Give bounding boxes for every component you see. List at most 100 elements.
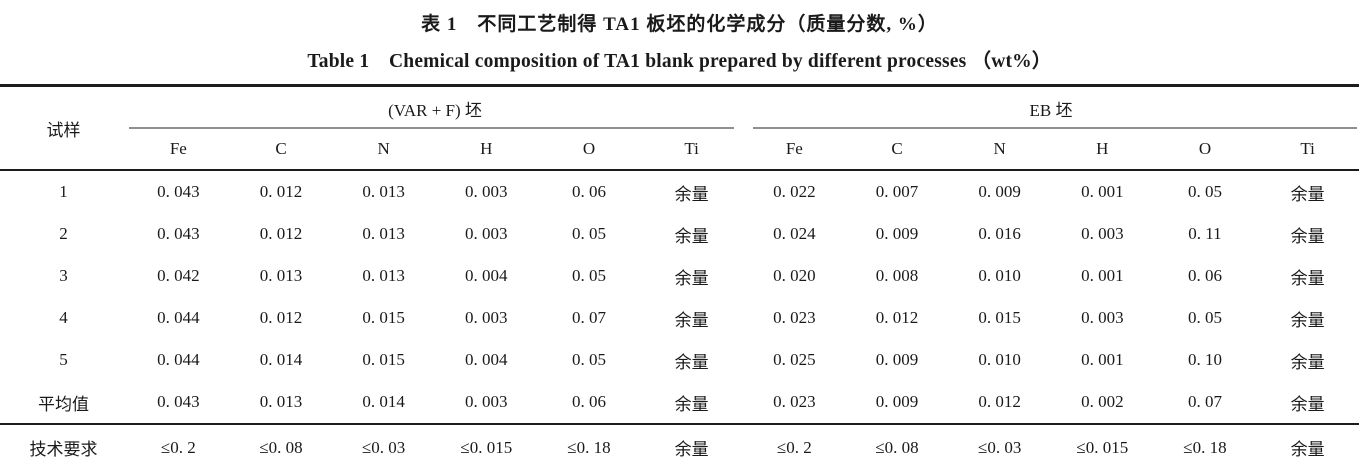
col-header-varf-h: H [434, 129, 538, 171]
col-header-varf-n: N [332, 129, 435, 171]
table-cell: 0. 003 [465, 392, 508, 411]
table-cell: 0. 05 [1187, 308, 1222, 327]
table-cell: ≤0. 03 [948, 423, 1051, 461]
table-cell: 0. 043 [157, 182, 200, 201]
table-cell: 0. 022 [773, 182, 816, 201]
group-header-eb: EB 坯 [743, 86, 1359, 130]
table-row: 1 0. 043 0. 012 0. 013 0. 003 0. 06 余量 0… [0, 170, 1359, 213]
col-header-varf-fe: Fe [127, 129, 230, 171]
table-cell: 0. 05 [571, 266, 606, 285]
table-cell: ≤0. 18 [537, 423, 641, 461]
table-cell: 0. 06 [1187, 266, 1222, 285]
table-cell: 余量 [674, 226, 709, 246]
table-cell: 0. 007 [875, 182, 919, 201]
table-cell: 余量 [674, 310, 709, 330]
table-cell: 0. 012 [259, 308, 303, 327]
table-cell: ≤0. 08 [229, 423, 333, 461]
table-cell: 0. 004 [465, 350, 508, 369]
row-label: 1 [59, 182, 68, 201]
table-cell: 余量 [1290, 268, 1325, 288]
group-header-var-f: (VAR + F) 坯 [127, 86, 743, 130]
col-header-varf-o: O [537, 129, 641, 171]
table-cell: 0. 025 [773, 350, 816, 369]
row-label: 技术要求 [0, 423, 127, 461]
table-cell: 0. 024 [773, 224, 816, 243]
table-cell: 0. 003 [465, 224, 508, 243]
table-cell: 0. 009 [875, 350, 919, 369]
table-cell: 0. 013 [362, 182, 405, 201]
table-header: 试样 (VAR + F) 坯 EB 坯 Fe C N H O Ti Fe C N… [0, 85, 1359, 171]
table-cell: 余量 [1256, 423, 1359, 461]
table-cell: 0. 043 [157, 392, 200, 411]
table-row: 5 0. 044 0. 014 0. 015 0. 004 0. 05 余量 0… [0, 339, 1359, 381]
table-row: 3 0. 042 0. 013 0. 013 0. 004 0. 05 余量 0… [0, 255, 1359, 297]
table-cell: 0. 05 [571, 350, 606, 369]
table-cell: 0. 012 [875, 308, 919, 327]
table-cell: 0. 020 [773, 266, 816, 285]
table-cell: 0. 002 [1081, 392, 1124, 411]
table-cell: ≤0. 2 [743, 423, 846, 461]
col-header-eb-h: H [1050, 129, 1154, 171]
table-cell: 0. 012 [259, 182, 303, 201]
table-cell: 0. 003 [465, 182, 508, 201]
table-cell: 0. 014 [259, 350, 303, 369]
table-cell: 0. 044 [157, 308, 200, 327]
table-cell: 0. 008 [875, 266, 919, 285]
table-cell: 余量 [1290, 394, 1325, 414]
table-cell: 余量 [674, 184, 709, 204]
table-cell: 0. 023 [773, 308, 816, 327]
row-label: 4 [59, 308, 68, 327]
table-cell: 0. 10 [1187, 350, 1222, 369]
table-cell: 0. 013 [362, 224, 405, 243]
table-cell: 0. 014 [362, 392, 405, 411]
table-cell: 0. 023 [773, 392, 816, 411]
table-cell: ≤0. 18 [1153, 423, 1257, 461]
col-header-eb-fe: Fe [743, 129, 846, 171]
table-cell: 余量 [674, 394, 709, 414]
table-cell: 余量 [674, 352, 709, 372]
table-cell: 0. 003 [1081, 224, 1124, 243]
table-cell: 余量 [674, 268, 709, 288]
composition-table: 试样 (VAR + F) 坯 EB 坯 Fe C N H O Ti Fe C N… [0, 84, 1359, 461]
table-cell: 0. 013 [259, 392, 303, 411]
col-header-eb-o: O [1153, 129, 1257, 171]
row-label: 2 [59, 224, 68, 243]
table-cell: ≤0. 03 [332, 423, 435, 461]
table-cell: 0. 009 [875, 224, 919, 243]
col-header-eb-ti: Ti [1256, 129, 1359, 171]
table-cell: 0. 042 [157, 266, 200, 285]
table-cell: 0. 06 [571, 182, 606, 201]
col-header-varf-ti: Ti [640, 129, 744, 171]
table-cell: ≤0. 015 [434, 423, 538, 461]
element-header-row: Fe C N H O Ti Fe C N H O Ti [0, 129, 1359, 171]
table-cell: 余量 [1290, 352, 1325, 372]
table-row-average: 平均值 0. 043 0. 013 0. 014 0. 003 0. 06 余量… [0, 381, 1359, 424]
table-cell: 0. 07 [1187, 392, 1222, 411]
row-label: 平均值 [38, 394, 89, 414]
table-cell: 0. 015 [362, 308, 405, 327]
row-label: 3 [59, 266, 68, 285]
table-cell: 0. 05 [1187, 182, 1222, 201]
table-cell: 0. 015 [362, 350, 405, 369]
table-cell: 0. 001 [1081, 350, 1124, 369]
table-cell: 0. 013 [259, 266, 303, 285]
table-cell: 余量 [1290, 184, 1325, 204]
table-cell: 0. 043 [157, 224, 200, 243]
table-cell: 0. 07 [571, 308, 606, 327]
table-cell: 0. 013 [362, 266, 405, 285]
col-header-varf-c: C [229, 129, 333, 171]
table-row: 4 0. 044 0. 012 0. 015 0. 003 0. 07 余量 0… [0, 297, 1359, 339]
table-cell: 0. 003 [465, 308, 508, 327]
table-cell: ≤0. 2 [127, 423, 230, 461]
table-cell: 0. 012 [978, 392, 1021, 411]
col-header-eb-n: N [948, 129, 1051, 171]
table-cell: 0. 010 [978, 266, 1021, 285]
table-cell: 0. 044 [157, 350, 200, 369]
table-cell: 0. 004 [465, 266, 508, 285]
group-header-row: 试样 (VAR + F) 坯 EB 坯 [0, 85, 1359, 171]
table-cell: 0. 001 [1081, 182, 1124, 201]
table-cell: 余量 [1290, 310, 1325, 330]
table-cell: 0. 015 [978, 308, 1021, 327]
table-cell: 0. 05 [571, 224, 606, 243]
table-cell: 0. 003 [1081, 308, 1124, 327]
